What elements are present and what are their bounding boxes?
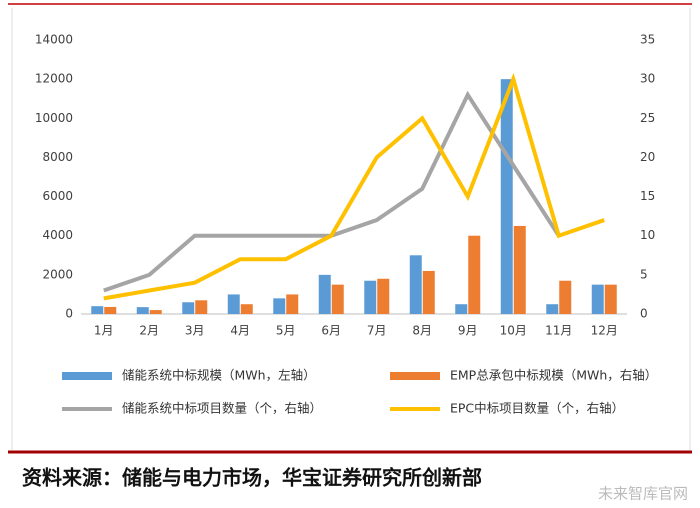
bar — [182, 302, 195, 314]
y2-tick-label: 30 — [640, 72, 655, 86]
bar — [286, 294, 299, 314]
bar — [136, 307, 149, 314]
y-tick-label: 10000 — [35, 111, 73, 125]
y-tick-label: 4000 — [42, 228, 73, 242]
watermark: 未来智库官网 — [598, 485, 688, 503]
x-tick-label: 11月 — [545, 324, 572, 338]
x-tick-label: 8月 — [412, 324, 432, 338]
legend-label: EMP总承包中标规模（MWh，右轴） — [450, 368, 657, 383]
bar — [468, 235, 481, 314]
bar — [422, 270, 435, 314]
y-tick-label: 0 — [65, 307, 73, 321]
bar — [377, 278, 390, 314]
x-tick-label: 3月 — [185, 324, 205, 338]
y-tick-label: 12000 — [35, 72, 73, 86]
bar — [273, 298, 286, 314]
bar — [500, 79, 513, 315]
bar — [591, 284, 604, 314]
x-tick-label: 10月 — [500, 324, 527, 338]
bar — [513, 225, 526, 314]
bar — [546, 304, 559, 314]
y2-tick-label: 20 — [640, 150, 655, 164]
y-tick-label: 14000 — [35, 33, 73, 47]
legend-label: 储能系统中标项目数量（个，右轴） — [122, 401, 322, 416]
y2-tick-label: 10 — [640, 228, 655, 242]
x-tick-label: 9月 — [458, 324, 478, 338]
bar — [227, 294, 240, 314]
y2-tick-label: 15 — [640, 189, 655, 203]
legend-swatch — [390, 372, 440, 380]
x-tick-label: 7月 — [367, 324, 387, 338]
bar — [240, 304, 253, 314]
bar — [331, 284, 344, 314]
y2-tick-label: 35 — [640, 33, 655, 47]
bar — [559, 280, 572, 314]
x-tick-label: 1月 — [94, 324, 114, 338]
bar — [409, 255, 422, 314]
y-tick-label: 8000 — [42, 150, 73, 164]
x-tick-label: 6月 — [321, 324, 341, 338]
bar — [364, 280, 377, 314]
y2-tick-label: 0 — [640, 307, 648, 321]
source: 资料来源：储能与电力市场，华宝证券研究所创新部 — [22, 466, 482, 490]
y2-tick-label: 25 — [640, 111, 655, 125]
bar — [104, 306, 117, 314]
y2-tick-label: 5 — [640, 267, 648, 281]
line — [103, 90, 561, 293]
y-tick-label: 2000 — [42, 267, 73, 281]
bar — [149, 310, 162, 314]
legend-label: EPC中标项目数量（个，右轴） — [450, 401, 624, 416]
x-tick-label: 12月 — [591, 324, 618, 338]
line — [103, 72, 605, 301]
x-tick-label: 4月 — [230, 324, 250, 338]
bar — [455, 304, 468, 314]
y-tick-label: 6000 — [42, 189, 73, 203]
bar — [91, 306, 104, 314]
bar — [318, 274, 331, 314]
x-tick-label: 5月 — [276, 324, 296, 338]
legend-swatch — [62, 372, 112, 380]
bar — [195, 300, 208, 314]
x-tick-label: 2月 — [139, 324, 159, 338]
bar — [604, 284, 617, 314]
legend-label: 储能系统中标规模（MWh，左轴） — [122, 368, 316, 383]
